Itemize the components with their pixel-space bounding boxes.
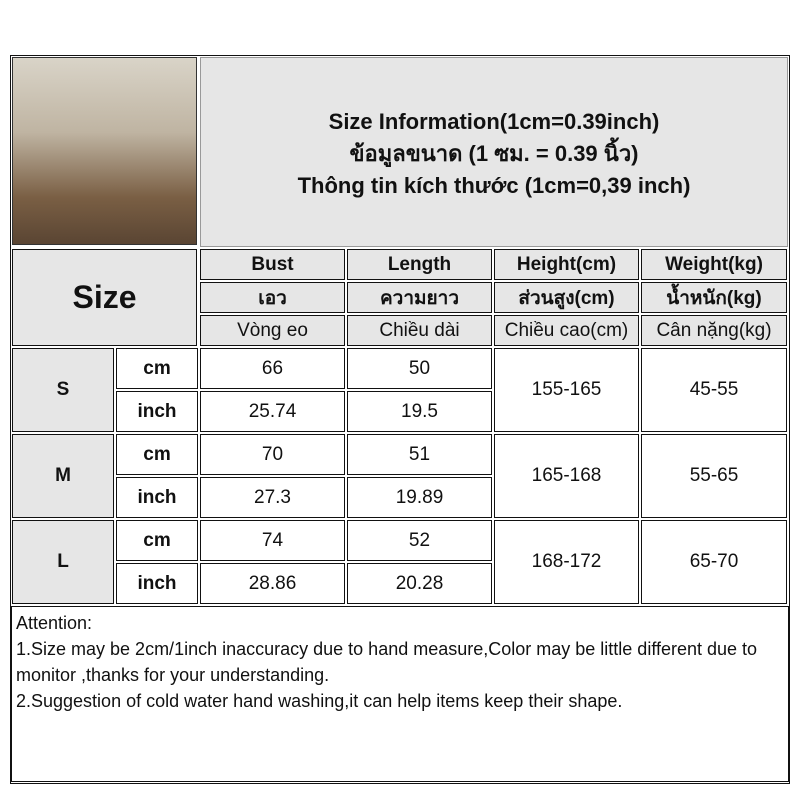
- product-photo: [12, 57, 197, 245]
- unit-inch: inch: [116, 563, 198, 604]
- size-label: S: [12, 348, 114, 432]
- height-range: 155-165: [494, 348, 639, 432]
- attention-notes: Attention: 1.Size may be 2cm/1inch inacc…: [11, 606, 789, 782]
- column-header: Chiều dài: [347, 315, 492, 346]
- attention-heading: Attention:: [16, 613, 93, 633]
- length-inch: 20.28: [347, 563, 492, 604]
- length-cm: 51: [347, 434, 492, 475]
- unit-inch: inch: [116, 477, 198, 518]
- column-header: Vòng eo: [200, 315, 345, 346]
- weight-range: 45-55: [641, 348, 787, 432]
- unit-cm: cm: [116, 434, 198, 475]
- column-header: Chiều cao(cm): [494, 315, 639, 346]
- column-header: ส่วนสูง(cm): [494, 282, 639, 313]
- weight-range: 65-70: [641, 520, 787, 604]
- unit-cm: cm: [116, 348, 198, 389]
- size-chart-frame: [10, 55, 790, 784]
- size-header: Size: [12, 249, 197, 346]
- height-range: 168-172: [494, 520, 639, 604]
- attention-line: 1.Size may be 2cm/1inch inaccuracy due t…: [16, 639, 763, 685]
- bust-cm: 66: [200, 348, 345, 389]
- size-label: M: [12, 434, 114, 518]
- attention-line: 2.Suggestion of cold water hand washing,…: [16, 691, 623, 711]
- length-inch: 19.89: [347, 477, 492, 518]
- bust-inch: 28.86: [200, 563, 345, 604]
- size-info-title: Size Information(1cm=0.39inch) ข้อมูลขนา…: [200, 57, 788, 247]
- title-vi: Thông tin kích thước (1cm=0,39 inch): [297, 173, 691, 198]
- column-header: เอว: [200, 282, 345, 313]
- length-cm: 50: [347, 348, 492, 389]
- length-inch: 19.5: [347, 391, 492, 432]
- weight-range: 55-65: [641, 434, 787, 518]
- title-en: Size Information(1cm=0.39inch): [328, 109, 660, 134]
- column-header: Cân nặng(kg): [641, 315, 787, 346]
- unit-inch: inch: [116, 391, 198, 432]
- bust-cm: 74: [200, 520, 345, 561]
- height-range: 165-168: [494, 434, 639, 518]
- column-header: ความยาว: [347, 282, 492, 313]
- bust-inch: 27.3: [200, 477, 345, 518]
- column-header: Weight(kg): [641, 249, 787, 280]
- column-header: Bust: [200, 249, 345, 280]
- column-header: น้ำหนัก(kg): [641, 282, 787, 313]
- unit-cm: cm: [116, 520, 198, 561]
- title-th: ข้อมูลขนาด (1 ซม. = 0.39 นิ้ว): [349, 141, 639, 166]
- bust-inch: 25.74: [200, 391, 345, 432]
- bust-cm: 70: [200, 434, 345, 475]
- size-label: L: [12, 520, 114, 604]
- length-cm: 52: [347, 520, 492, 561]
- column-header: Length: [347, 249, 492, 280]
- column-header: Height(cm): [494, 249, 639, 280]
